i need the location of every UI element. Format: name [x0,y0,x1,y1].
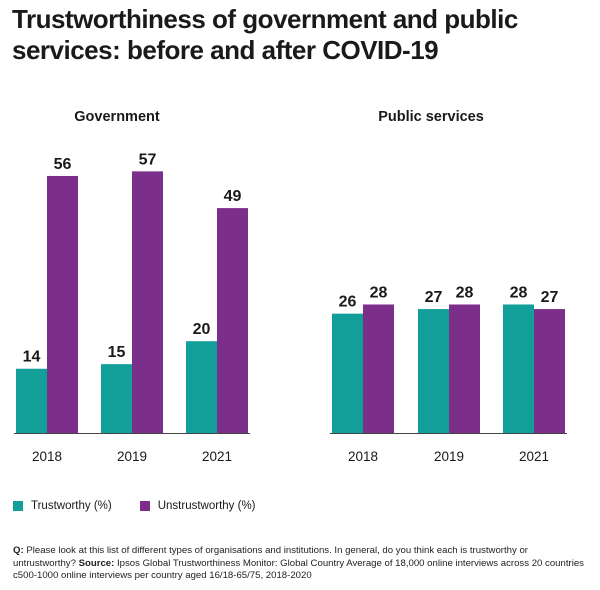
public-services-tick-label-2018: 2018 [348,449,378,464]
government-bar-untrustworthy-2018 [47,175,78,433]
legend-label-trustworthy: Trustworthy (%) [31,500,112,512]
government-bar-trustworthy-2019 [101,364,132,433]
government-data-label-trustworthy-2019: 15 [108,344,126,361]
government-data-label-trustworthy-2018: 14 [23,349,41,366]
government-data-label-untrustworthy-2019: 57 [139,151,157,168]
footnote-source: Ipsos Global Trustworthiness Monitor: Gl… [13,557,584,582]
public-services-data-label-untrustworthy-2018: 28 [370,284,388,301]
footnote-question: Please look at this list of different ty… [13,545,528,569]
government-data-label-untrustworthy-2021: 49 [224,188,242,205]
government-bar-trustworthy-2021 [186,341,217,433]
public-services-bars: 26 28 2018 27 28 2019 28 27 2021 [330,284,567,464]
footnote-q-label: Q: [13,545,24,556]
public-services-data-label-trustworthy-2021: 28 [510,284,528,301]
panel-title-government: Government [74,109,160,125]
panel-public-services: Public services 26 28 2018 27 28 2019 28 27 2021 [330,109,567,464]
chart-area: Government 14 56 2018 15 57 2019 20 49 2021 Publ… [14,109,567,464]
public-services-data-label-untrustworthy-2019: 28 [456,284,474,301]
public-services-data-label-untrustworthy-2021: 27 [541,289,559,306]
legend-swatch-untrustworthy [139,501,150,511]
public-services-bar-trustworthy-2019 [418,309,449,433]
chart-title: Trustworthiness of government and public… [12,4,518,65]
government-bar-untrustworthy-2019 [132,171,163,433]
panel-government: Government 14 56 2018 15 57 2019 20 49 2021 [14,109,250,464]
government-bar-trustworthy-2018 [16,368,47,433]
public-services-bar-untrustworthy-2021 [534,309,565,433]
government-tick-label-2019: 2019 [117,449,147,464]
government-data-label-untrustworthy-2018: 56 [54,156,72,173]
legend-swatch-trustworthy [13,501,23,511]
government-data-label-trustworthy-2021: 20 [193,321,211,338]
public-services-bar-trustworthy-2018 [332,313,363,433]
legend: Trustworthy (%) Unstrustworthy (%) [13,500,284,512]
legend-item-trustworthy: Trustworthy (%) [13,500,112,512]
public-services-tick-label-2021: 2021 [519,449,549,464]
footnote-source-label: Source: [78,557,115,569]
public-services-bar-untrustworthy-2019 [449,304,480,433]
public-services-bar-untrustworthy-2018 [363,304,394,433]
legend-label-untrustworthy: Unstrustworthy (%) [157,500,256,512]
footnote: Q: Please look at this list of different… [13,545,591,583]
legend-item-untrustworthy: Unstrustworthy (%) [139,500,256,512]
government-tick-label-2021: 2021 [202,449,232,464]
public-services-data-label-trustworthy-2019: 27 [425,289,443,306]
public-services-bar-trustworthy-2021 [503,304,534,433]
government-bars: 14 56 2018 15 57 2019 20 49 2021 [14,151,250,464]
public-services-data-label-trustworthy-2018: 26 [339,294,357,311]
government-tick-label-2018: 2018 [32,449,62,464]
government-bar-untrustworthy-2021 [217,208,248,433]
panel-title-public-services: Public services [378,109,484,125]
public-services-tick-label-2019: 2019 [434,449,464,464]
